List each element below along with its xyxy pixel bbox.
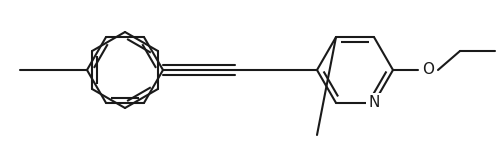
Text: O: O [422,62,434,78]
Text: N: N [368,95,380,110]
